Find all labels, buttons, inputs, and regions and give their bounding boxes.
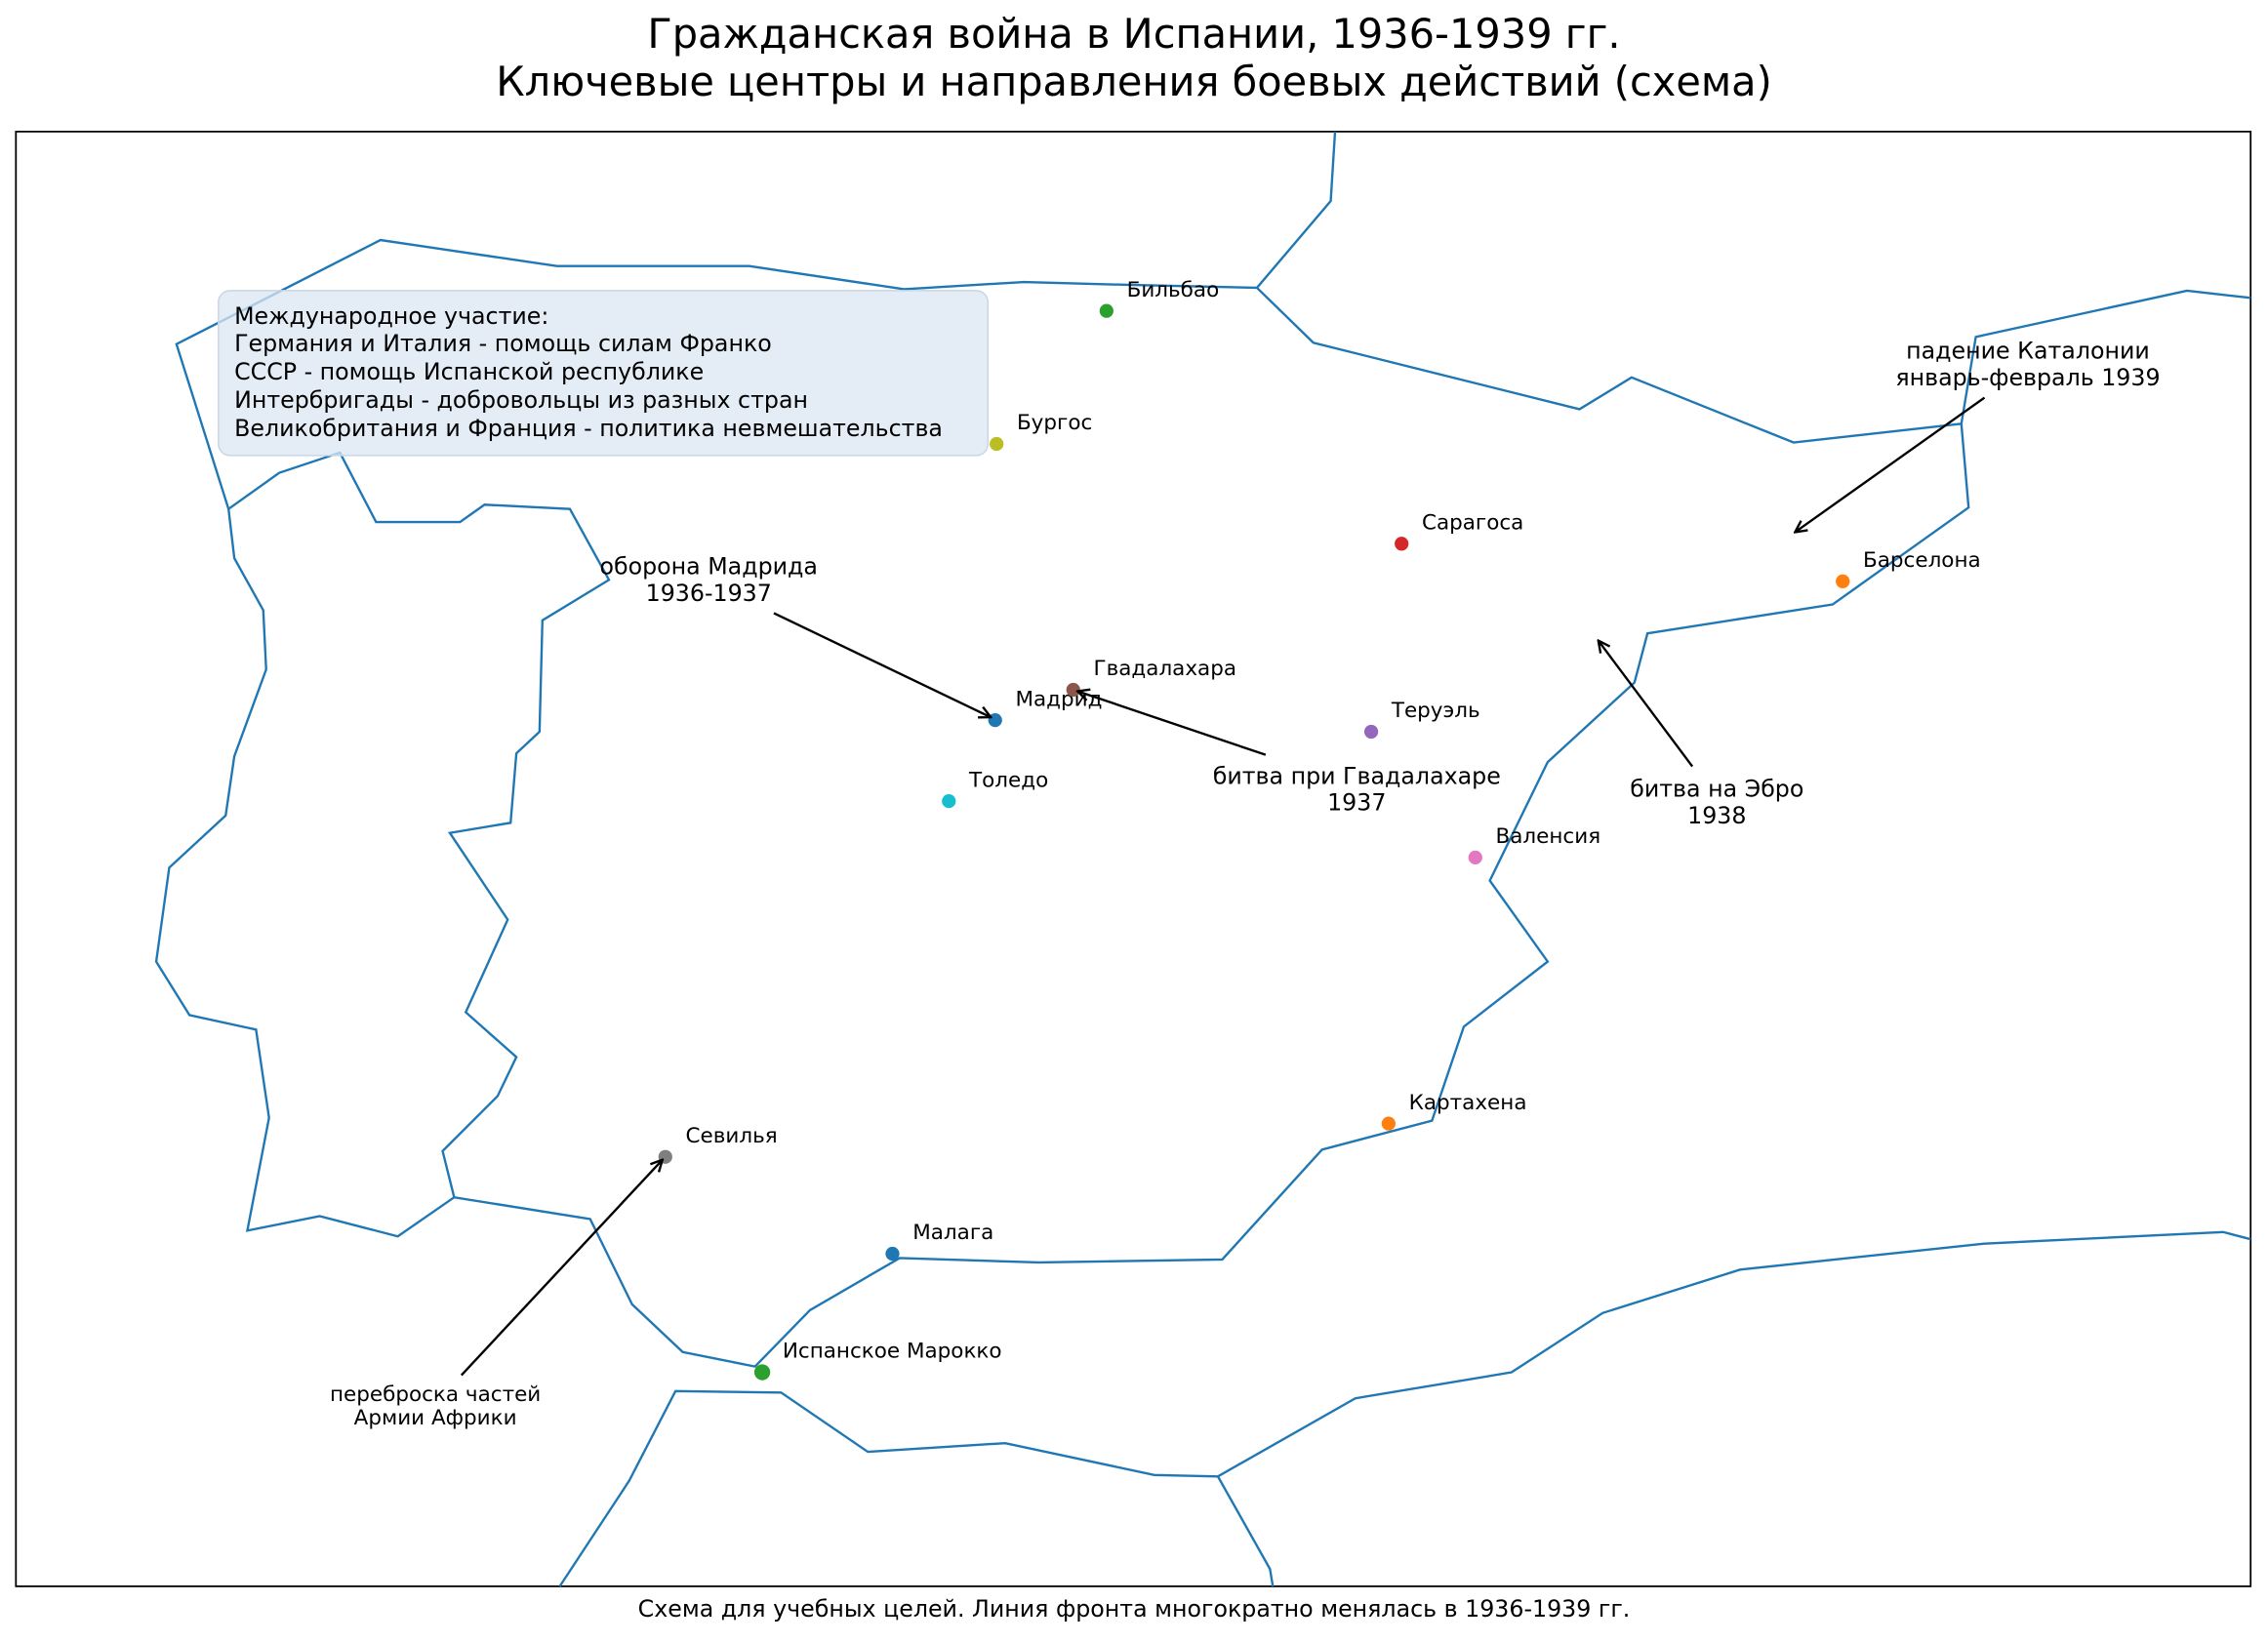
annotation-text: 1936-1937 <box>646 580 772 607</box>
city-marker <box>1363 724 1379 740</box>
city-marker <box>988 712 1002 728</box>
annotation-text: битва при Гвадалахаре <box>1213 762 1501 789</box>
legend-item: СССР - помощь Испанской республике <box>234 358 704 385</box>
annotation-text: Армии Африки <box>354 1406 517 1430</box>
annotation-text: январь-февраль 1939 <box>1895 364 2160 391</box>
city-label: Малага <box>912 1221 993 1245</box>
subtitle: Ключевые центры и направления боевых дей… <box>496 58 1772 105</box>
legend: Международное участие:Германия и Италия … <box>218 290 990 457</box>
footnote: Схема для учебных целей. Линия фронта мн… <box>638 1595 1631 1623</box>
city-label: Бургос <box>1017 411 1092 435</box>
city-label: Барселона <box>1863 548 1981 573</box>
annotation-text: переброска частей <box>330 1383 541 1407</box>
legend-item: Интербригады - добровольцы из разных стр… <box>234 386 808 414</box>
city-label: Сарагоса <box>1422 510 1523 535</box>
annotation-arrow <box>773 612 991 717</box>
city-label: Гвадалахара <box>1094 657 1237 681</box>
city-marker <box>990 436 1004 452</box>
city-label: Картахена <box>1409 1091 1527 1115</box>
city-label: Испанское Марокко <box>783 1340 1002 1364</box>
annotation-arrow <box>1599 641 1694 768</box>
legend-box <box>218 290 990 457</box>
city-label: Теруэль <box>1391 699 1480 723</box>
city-marker <box>1836 574 1850 588</box>
annotation-arrow <box>1077 691 1267 756</box>
city-marker <box>753 1364 771 1381</box>
city-label: Бильбао <box>1127 278 1220 302</box>
annotation-text: падение Каталонии <box>1906 338 2150 365</box>
city-marker <box>942 793 956 809</box>
annotation-text: оборона Мадрида <box>600 552 818 580</box>
legend-title: Международное участие: <box>234 302 548 330</box>
annotation-arrow <box>1795 396 1986 533</box>
annotation-text: битва на Эбро <box>1630 776 1803 803</box>
city-label: Валенсия <box>1496 824 1601 849</box>
city-label: Севилья <box>686 1124 778 1148</box>
city-marker <box>1099 303 1114 318</box>
annotation-arrow <box>460 1160 663 1377</box>
coastline <box>1960 289 2251 424</box>
border <box>227 451 611 1198</box>
city-label: Мадрид <box>1015 687 1102 711</box>
legend-item: Германия и Италия - помощь силам Франко <box>234 330 772 357</box>
city-marker <box>1395 537 1409 551</box>
border <box>1216 1475 1275 1587</box>
annotation-text: 1938 <box>1687 802 1746 829</box>
coastline <box>558 1230 2251 1587</box>
title: Гражданская война в Испании, 1936-1939 г… <box>647 10 1620 58</box>
city-marker <box>1381 1116 1396 1131</box>
city-label: Толедо <box>968 768 1048 792</box>
city-marker <box>885 1246 900 1262</box>
city-marker <box>1066 682 1080 698</box>
annotation-text: 1937 <box>1327 789 1386 817</box>
legend-item: Великобритания и Франция - политика невм… <box>234 415 943 442</box>
cities: Мадрид Барселона Бильбао Сарагоса Теруэль Гва… <box>658 278 1981 1381</box>
coastlines <box>154 131 2251 1587</box>
city-marker <box>1468 850 1482 865</box>
